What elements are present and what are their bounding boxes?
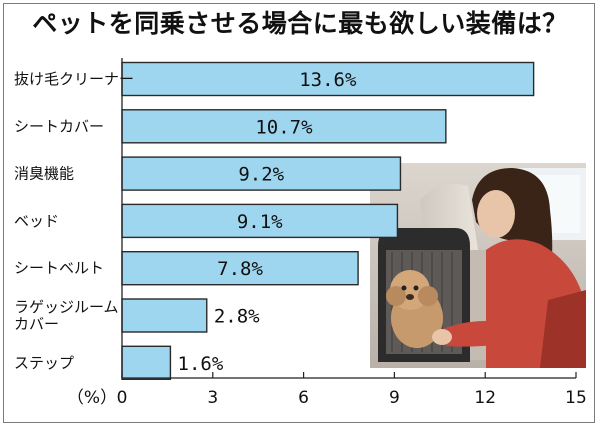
x-tick-label-3: 9 <box>389 388 400 408</box>
value-label-6: 1.6% <box>178 353 224 375</box>
category-label-0: 抜け毛クリーナー <box>14 70 134 88</box>
bar-4 <box>121 250 359 286</box>
x-axis-unit-label: （%） <box>67 388 117 408</box>
value-label-1: 10.7% <box>255 116 313 138</box>
value-label-0: 13.6% <box>299 69 357 91</box>
value-label-3: 9.1% <box>237 211 283 233</box>
chart-title: ペットを同乗させる場合に最も欲しい装備は？ <box>32 9 568 38</box>
x-tick-label-2: 6 <box>298 388 309 408</box>
bar-2 <box>121 156 402 191</box>
bar-6 <box>121 345 172 380</box>
x-tick-label-5: 15 <box>565 388 587 408</box>
bar-5 <box>121 298 208 333</box>
value-label-2: 9.2% <box>238 164 284 186</box>
bar-series: 抜け毛クリーナー 13.6% シートカバー 10.7% 消臭機能 9.2% ベッド 9.1% シ… <box>14 61 535 380</box>
category-label-4: シートベルト <box>14 259 104 277</box>
x-tick-label-1: 3 <box>207 388 218 408</box>
x-tick-label-4: 12 <box>474 388 496 408</box>
x-axis: 0 3 6 9 12 15 （%） <box>67 58 587 408</box>
category-label-5: ラゲッジルームカバー <box>14 298 119 333</box>
bar-1 <box>121 109 447 144</box>
x-tick-label-0: 0 <box>117 388 128 408</box>
category-label-3: ベッド <box>14 212 59 230</box>
value-label-5: 2.8% <box>214 306 260 328</box>
bar-0 <box>121 61 535 97</box>
category-label-6: ステップ <box>14 354 74 372</box>
value-label-4: 7.8% <box>217 258 263 280</box>
category-label-2: 消臭機能 <box>14 165 74 183</box>
woman-with-dog-in-car-photo <box>370 163 586 368</box>
category-label-1: シートカバー <box>14 117 104 135</box>
